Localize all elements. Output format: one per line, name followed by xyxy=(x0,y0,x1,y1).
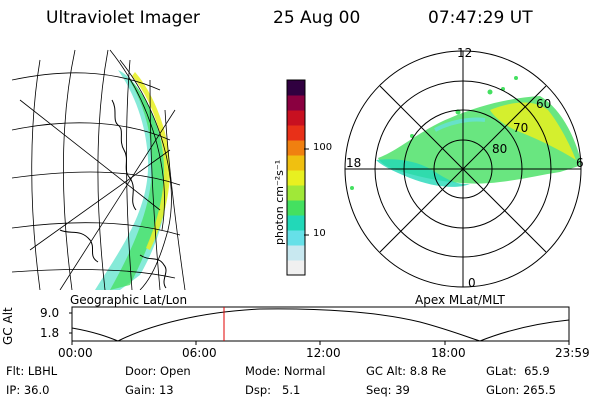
colorbar-border xyxy=(286,79,306,276)
info-mode: Mode: Normal xyxy=(245,364,325,378)
info-gcalt-label: GC Alt: xyxy=(366,364,407,378)
timeline-xtick-label-24: 23:59 xyxy=(555,346,590,360)
colorbar-swatch xyxy=(287,260,305,276)
info-filter-value: LBHL xyxy=(27,364,58,378)
map-grid xyxy=(12,49,186,290)
geographic-map xyxy=(12,49,186,290)
colorbar-swatch xyxy=(287,155,305,171)
info-glon: GLon: 265.5 xyxy=(486,383,556,397)
info-dsp-value: 5.1 xyxy=(282,383,301,397)
timeline-plot xyxy=(69,306,570,345)
info-gain: Gain: 13 xyxy=(125,383,174,397)
date-label: 25 Aug 00 xyxy=(273,8,361,28)
info-door-label: Door: xyxy=(125,364,157,378)
info-glon-label: GLon: xyxy=(486,383,520,397)
info-mode-value: Normal xyxy=(283,364,326,378)
instrument-title: Ultraviolet Imager xyxy=(46,8,200,28)
time-label: 07:47:29 UT xyxy=(428,8,533,28)
info-gain-value: 13 xyxy=(158,383,174,397)
polar-panel-label: Apex MLat/MLT xyxy=(415,293,505,307)
info-mode-label: Mode: xyxy=(245,364,281,378)
info-gcalt: GC Alt: 8.8 Re xyxy=(366,364,446,378)
colorbar xyxy=(286,79,306,276)
info-door: Door: Open xyxy=(125,364,191,378)
colorbar-swatch xyxy=(287,215,305,231)
polar-lat-80: 80 xyxy=(492,142,508,156)
info-gcalt-value: 8.8 Re xyxy=(409,364,447,378)
polar-speck xyxy=(350,186,354,190)
colorbar-swatch xyxy=(287,200,305,216)
timeline-ytick-label-1: 1.8 xyxy=(40,326,60,340)
colorbar-label-10: 10 xyxy=(313,228,326,239)
colorbar-swatch xyxy=(287,95,305,111)
timeline-xtick-label-6: 06:00 xyxy=(182,346,217,360)
polar-lat-70: 70 xyxy=(513,121,529,135)
info-ip: IP: 36.0 xyxy=(6,383,49,397)
polar-speck xyxy=(514,76,518,80)
info-dsp-label: Dsp: xyxy=(245,383,272,397)
timeline-xtick-label-12: 12:00 xyxy=(306,346,341,360)
timeline-xtick-label-0: 00:00 xyxy=(58,346,93,360)
polar-mlt-12: 12 xyxy=(457,46,473,60)
info-filter-label: Flt: xyxy=(6,364,25,378)
info-seq: Seq: 39 xyxy=(366,383,410,397)
colorbar-unit-label: photon cm⁻²s⁻¹ xyxy=(273,159,286,245)
info-ip-value: 36.0 xyxy=(23,383,50,397)
map-panel-label: Geographic Lat/Lon xyxy=(70,293,188,307)
polar-mlt-6: 6 xyxy=(576,156,584,170)
polar-lat-60: 60 xyxy=(536,97,552,111)
timeline-ytick-label-9: 9.0 xyxy=(40,306,60,320)
colorbar-swatch xyxy=(287,245,305,261)
timeline-xtick-label-18: 18:00 xyxy=(431,346,466,360)
polar-aurora-bright xyxy=(490,102,576,160)
info-seq-value: 39 xyxy=(395,383,410,397)
colorbar-swatch xyxy=(287,230,305,246)
info-door-value: Open xyxy=(159,364,191,378)
info-gain-label: Gain: xyxy=(125,383,156,397)
map-aurora-edge xyxy=(132,72,170,250)
colorbar-swatch xyxy=(287,80,305,96)
colorbar-swatch xyxy=(287,170,305,186)
info-glon-value: 265.5 xyxy=(522,383,556,397)
polar-speck xyxy=(487,89,493,95)
colorbar-swatch xyxy=(287,140,305,156)
timeline-altitude-curve xyxy=(71,308,570,342)
info-glat-label: GLat: xyxy=(486,364,517,378)
colorbar-swatch xyxy=(287,125,305,141)
polar-mlt-18: 18 xyxy=(346,156,362,170)
colorbar-swatch xyxy=(287,185,305,201)
info-seq-label: Seq: xyxy=(366,383,392,397)
timeline-y-label: GC Alt xyxy=(1,307,15,345)
polar-mlt-0: 0 xyxy=(468,276,476,290)
polar-plot xyxy=(344,50,582,288)
colorbar-swatch xyxy=(287,110,305,126)
polar-aurora-cyan xyxy=(376,159,470,187)
info-glat-value: 65.9 xyxy=(524,364,550,378)
colorbar-label-100: 100 xyxy=(313,142,333,153)
info-glat: GLat: 65.9 xyxy=(486,364,550,378)
info-filter: Flt: LBHL xyxy=(6,364,57,378)
info-dsp: Dsp: 5.1 xyxy=(245,383,300,397)
polar-axis-diag2 xyxy=(379,85,547,253)
info-ip-label: IP: xyxy=(6,383,21,397)
